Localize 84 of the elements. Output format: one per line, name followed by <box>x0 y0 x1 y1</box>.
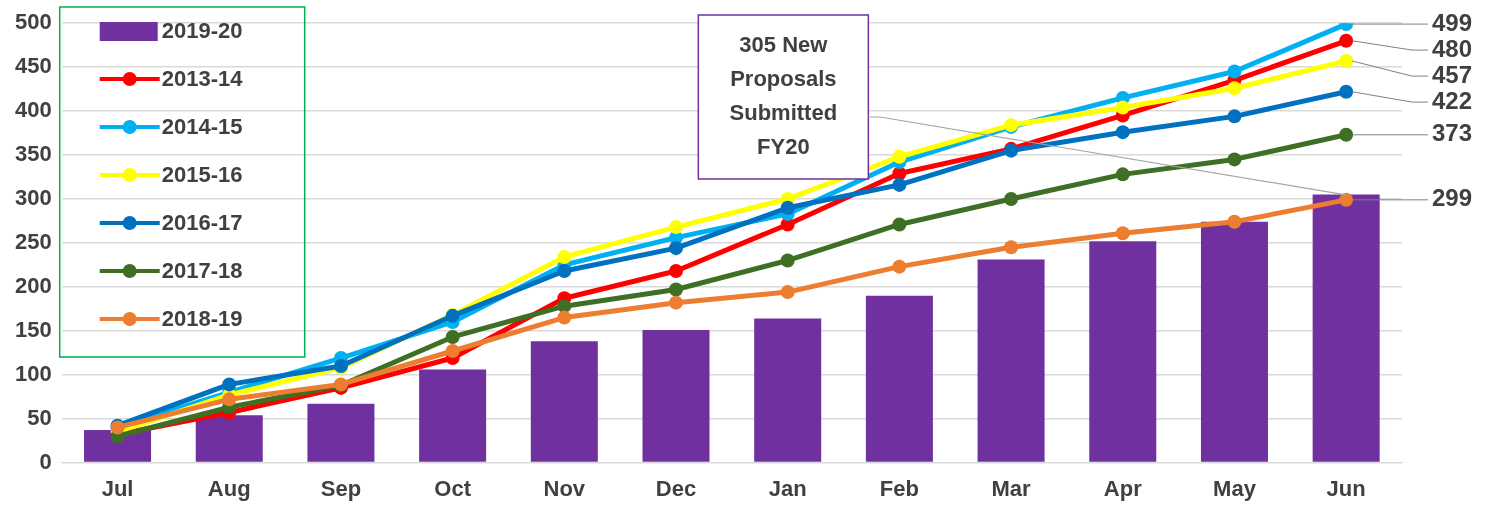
x-tick-label: Nov <box>543 475 586 501</box>
y-tick-label: 50 <box>27 404 52 430</box>
bar <box>530 341 598 462</box>
point <box>557 264 572 279</box>
point <box>557 249 572 264</box>
point <box>1115 167 1130 182</box>
y-tick-label: 400 <box>14 97 52 123</box>
point <box>1227 152 1242 167</box>
bar <box>307 403 375 462</box>
data-label: 299 <box>1432 184 1473 212</box>
point <box>222 392 237 407</box>
point <box>1339 84 1354 99</box>
legend-label: 2014-15 <box>161 114 243 140</box>
bar <box>642 329 710 462</box>
y-tick-label: 250 <box>14 228 52 254</box>
x-tick-label: Sep <box>320 475 362 501</box>
point <box>1227 214 1242 229</box>
point <box>669 295 684 310</box>
data-label: 480 <box>1432 34 1473 62</box>
legend-label: 2013-14 <box>161 66 244 92</box>
point <box>557 299 572 314</box>
point <box>669 220 684 235</box>
bar <box>865 295 933 462</box>
point <box>1115 100 1130 115</box>
point <box>445 343 460 358</box>
data-label: 499 <box>1432 8 1473 36</box>
bar <box>419 369 487 462</box>
point <box>1004 240 1019 255</box>
x-tick-label: Jan <box>768 475 807 501</box>
x-tick-label: May <box>1213 475 1257 501</box>
legend-label: 2017-18 <box>161 258 243 284</box>
point <box>222 377 237 392</box>
bar <box>1200 221 1268 462</box>
data-label: 373 <box>1432 119 1473 147</box>
y-tick-label: 500 <box>14 9 52 35</box>
bar <box>754 318 822 462</box>
annotation: 305 New Proposals Submitted FY20 <box>729 32 838 160</box>
legend-label: 2016-17 <box>161 210 243 236</box>
point <box>1004 191 1019 206</box>
point <box>780 285 795 300</box>
bar <box>1089 241 1157 462</box>
point <box>1115 226 1130 241</box>
y-tick-label: 100 <box>14 360 52 386</box>
data-label: 457 <box>1432 60 1473 88</box>
point <box>1115 125 1130 140</box>
point <box>1339 33 1354 48</box>
y-tick-label: 300 <box>14 185 52 211</box>
y-tick-label: 150 <box>14 316 52 342</box>
point <box>669 241 684 256</box>
point <box>1227 64 1242 79</box>
legend-label: 2018-19 <box>161 306 243 332</box>
point <box>892 177 907 192</box>
point <box>1339 192 1354 207</box>
y-tick-label: 450 <box>14 53 52 79</box>
y-tick-label: 200 <box>14 272 52 298</box>
point <box>669 282 684 297</box>
point <box>557 310 572 325</box>
legend-label: 2019-20 <box>161 18 243 44</box>
point <box>669 264 684 279</box>
point <box>892 217 907 232</box>
x-tick-label: Jul <box>101 475 134 501</box>
point <box>892 259 907 274</box>
bar <box>195 415 263 462</box>
x-tick-label: Jun <box>1326 475 1366 501</box>
point <box>780 200 795 215</box>
bar <box>977 259 1045 462</box>
x-tick-label: Feb <box>879 475 919 501</box>
x-tick-label: Apr <box>1103 475 1143 501</box>
x-tick-label: Aug <box>207 475 251 501</box>
x-tick-label: Mar <box>991 475 1032 501</box>
point <box>445 329 460 344</box>
bar <box>1312 194 1380 462</box>
x-tick-label: Dec <box>655 475 697 501</box>
point <box>892 149 907 164</box>
point <box>1227 81 1242 96</box>
x-tick-label: Oct <box>434 475 472 501</box>
point <box>780 253 795 268</box>
point <box>1227 109 1242 124</box>
legend-label: 2015-16 <box>161 162 243 188</box>
point <box>1339 127 1354 142</box>
y-tick-label: 0 <box>39 448 52 474</box>
y-tick-label: 350 <box>14 141 52 167</box>
data-label: 422 <box>1432 86 1473 114</box>
point <box>1339 53 1354 68</box>
